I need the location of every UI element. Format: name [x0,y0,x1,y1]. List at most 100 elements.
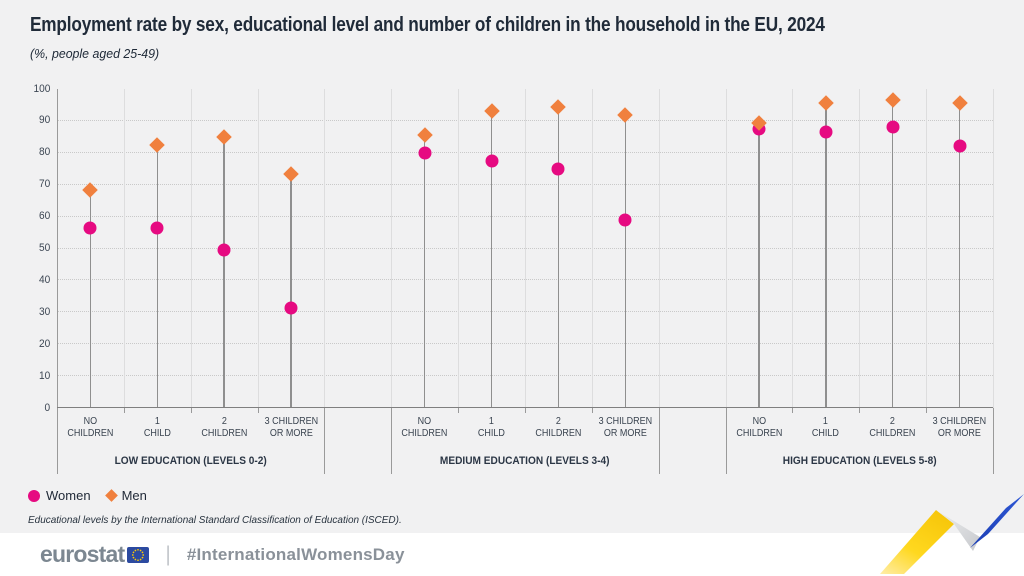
column-boundary-line [257,89,259,408]
ribbon-decoration [880,494,1024,574]
column-boundary-line [658,89,660,408]
section-separator-line [993,408,994,474]
ribbon-yellow-band [880,510,954,574]
x-axis-tick [792,408,794,413]
legend-item-women: Women [28,488,91,503]
men-marker [550,98,567,115]
section-separator-line [57,408,58,474]
men-diamond-icon [104,489,118,502]
women-marker [284,301,298,315]
men-marker [283,165,299,182]
stem-line [557,106,560,408]
stem-line [624,114,627,408]
column-boundary-line [792,89,794,408]
stem-line [891,100,894,408]
column-boundary-line [324,89,326,408]
column-boundary-line [525,89,526,408]
men-marker [884,92,901,108]
section-separator-line [658,408,660,474]
x-axis-category-label: 2 CHILDREN [869,416,916,439]
stem-line [958,103,961,408]
eurostat-logo: eurostat [40,541,150,568]
footnote: Educational levels by the International … [28,514,402,526]
men-marker [818,95,834,112]
column-boundary-line [190,89,192,408]
column-boundary-line [391,89,393,408]
legend-item-men: Men [104,488,147,503]
stem-line [758,122,760,408]
hashtag-text: #InternationalWomensDay [186,544,405,564]
x-axis-tick [190,408,192,413]
section-separator-line [324,408,326,474]
x-axis-category-label: 1 CHILD [812,416,840,439]
y-axis-tick-label: 20 [38,337,50,350]
eu-flag-icon [127,546,150,563]
x-axis-category-label: 2 CHILDREN [535,416,582,439]
legend-label-men: Men [121,488,147,503]
footer-divider: | [165,542,171,566]
x-axis-line [57,407,993,408]
women-marker [485,154,499,168]
page-background [0,0,1024,533]
women-marker [618,213,632,227]
women-circle-icon [28,489,40,502]
men-marker [483,103,500,120]
column-boundary-line [725,89,727,408]
stem-line [490,111,493,408]
stem-line [290,173,292,408]
y-axis-tick-label: 10 [38,369,50,382]
y-axis-tick-label: 80 [38,146,50,159]
section-label: MEDIUM EDUCATION (LEVELS 3-4) [440,455,610,467]
x-axis-tick [591,408,593,413]
x-axis-tick [257,408,259,413]
y-axis-tick-label: 90 [38,114,50,127]
column-boundary-line [123,89,125,408]
women-marker [551,162,565,176]
x-axis-tick [123,408,125,413]
x-axis-category-label: NO CHILDREN [401,416,448,439]
y-axis-tick-label: 70 [38,178,50,191]
y-axis-labels: 0 10 20 30 40 50 60 70 80 90 100 [14,83,50,414]
men-marker [951,95,968,112]
men-marker [149,137,166,153]
women-marker [418,146,432,160]
x-axis-category-label: 1 CHILD [478,416,506,439]
column-boundary-line [926,89,928,408]
x-axis-category-label: 2 CHILDREN [201,416,248,439]
column-boundary-line [458,89,460,408]
x-axis-tick [525,408,526,413]
stem-line [223,136,225,408]
y-axis-line [57,89,58,408]
column-boundary-line [859,89,861,408]
x-axis-category-label: NO CHILDREN [735,416,782,439]
section-label: LOW EDUCATION (LEVELS 0-2) [114,455,267,467]
ribbon-fold [936,510,980,551]
x-axis-category-label: 3 CHILDREN OR MORE [264,416,318,439]
stem-line [423,135,426,408]
legend-label-women: Women [46,488,91,503]
column-boundary-line [591,89,593,408]
stem-line [89,189,92,408]
women-marker [886,120,900,134]
women-marker [217,243,231,257]
y-axis-tick-label: 0 [44,401,50,414]
section-label: HIGH EDUCATION (LEVELS 5-8) [782,455,937,467]
women-marker [819,125,833,139]
y-axis-tick-label: 50 [38,242,50,254]
ribbon-blue-band [970,494,1024,548]
legend: Women Men [28,488,147,503]
women-marker [83,221,97,235]
plot-area: NO CHILDREN 1 CHILD 2 CHILDREN 3 CHILDREN OR MO… [57,89,994,474]
y-axis-tick-label: 60 [38,210,50,223]
x-axis-category-label: NO CHILDREN [67,416,114,439]
men-marker [416,127,433,144]
y-axis-tick-label: 40 [38,273,50,286]
eurostat-logo-text: eurostat [40,541,125,567]
men-marker [216,129,232,145]
y-axis-tick-label: 30 [38,305,50,318]
y-axis-tick-label: 100 [33,82,50,95]
chart-title: Employment rate by sex, educational leve… [30,14,825,36]
footer: eurostat | #InternationalWomensDay [40,533,405,576]
women-marker [953,139,967,153]
x-axis-tick [458,408,460,413]
